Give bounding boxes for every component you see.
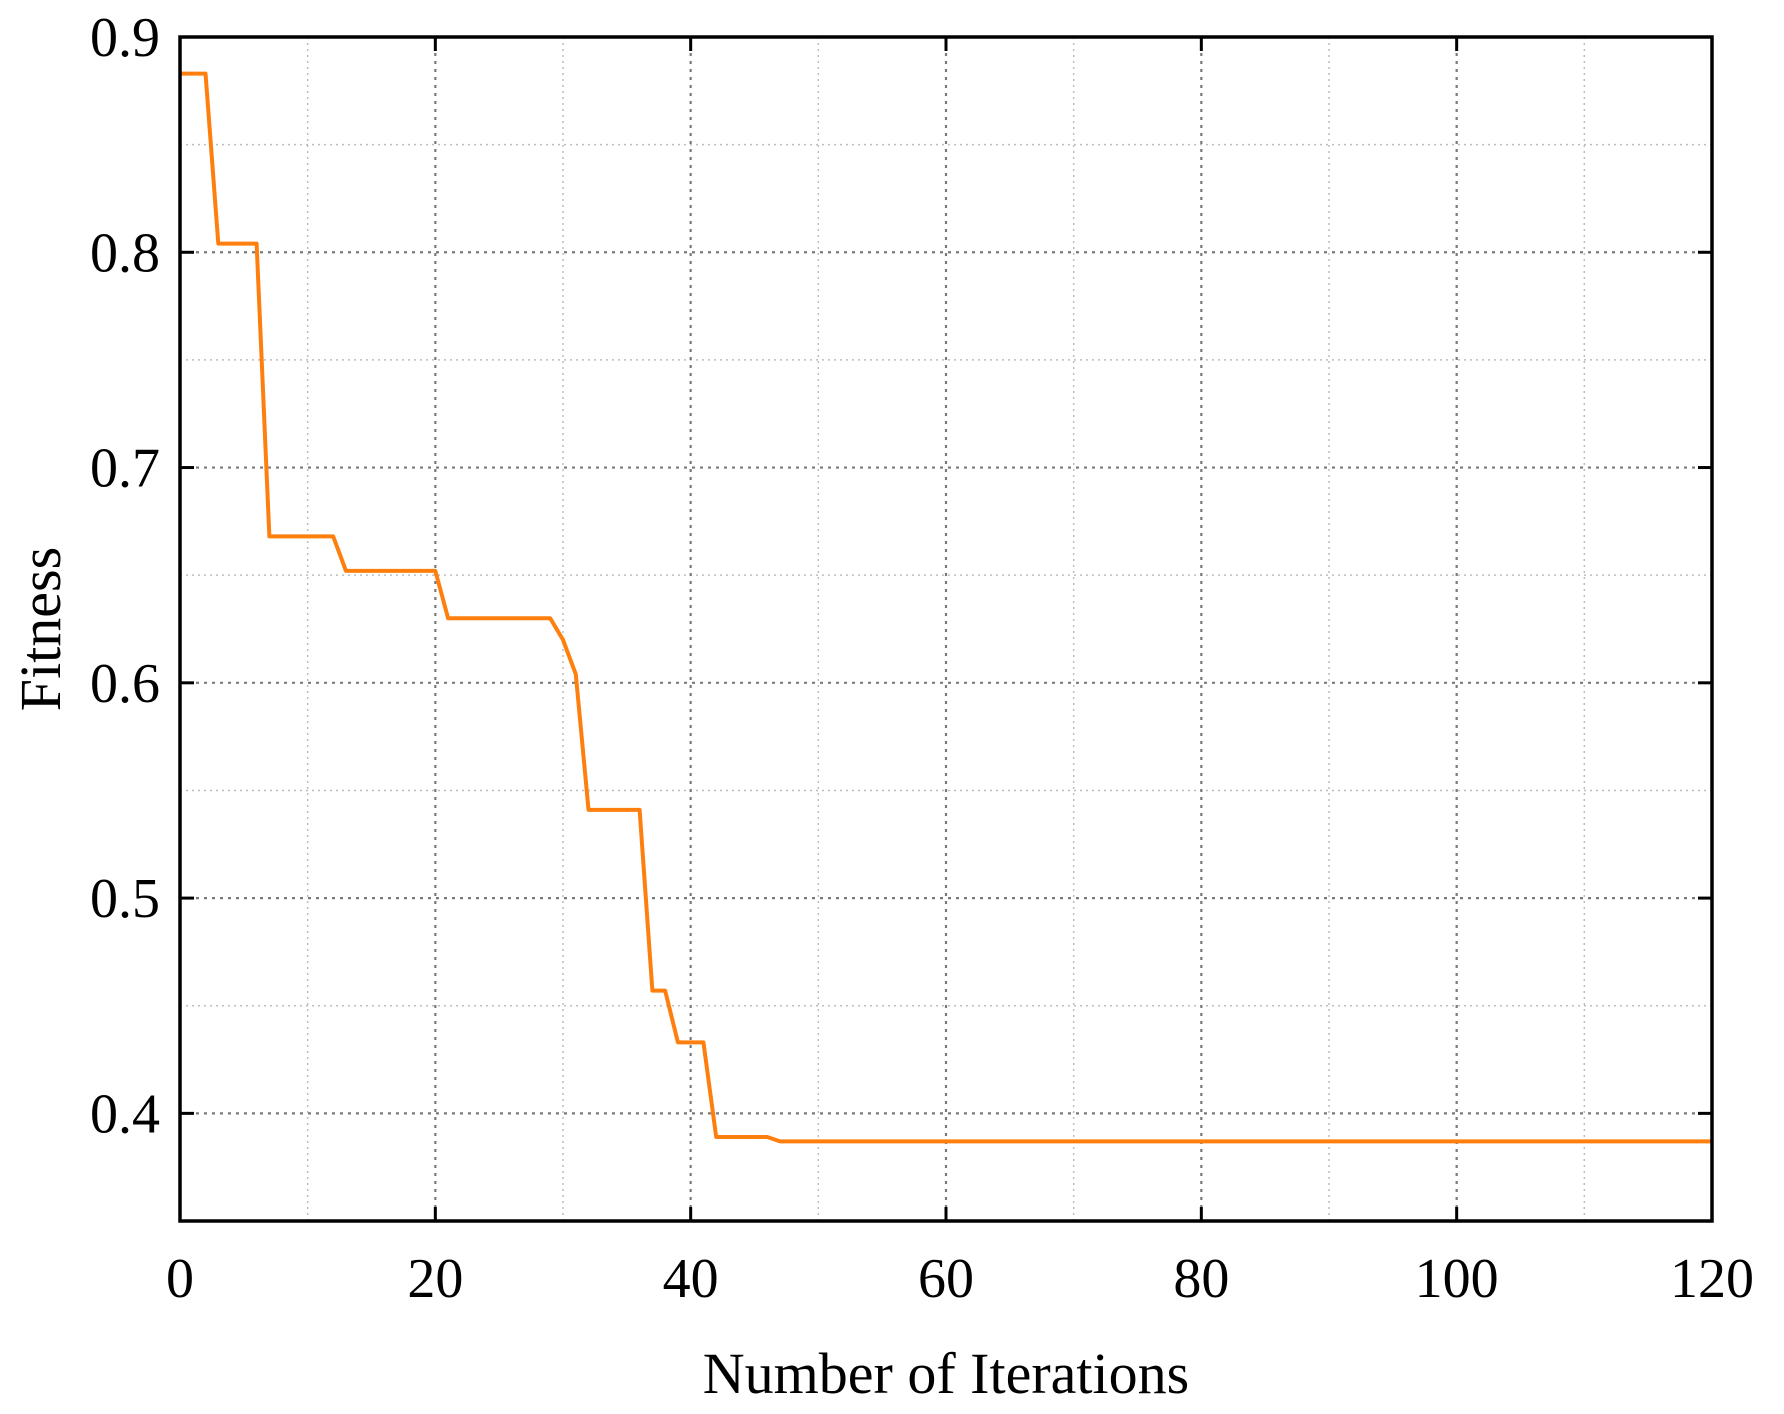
y-tick-labels: 0.4 0.5 0.6 0.7 0.8 0.9 [90, 7, 160, 1145]
y-tick-label: 0.7 [90, 438, 160, 500]
x-tick-label: 100 [1415, 1248, 1499, 1310]
y-tick-label: 0.6 [90, 653, 160, 715]
x-tick-label: 40 [663, 1248, 719, 1310]
y-tick-label: 0.8 [90, 222, 160, 284]
grid-major [180, 37, 1712, 1221]
y-tick-label: 0.5 [90, 868, 160, 930]
x-tick-labels: 0 20 40 60 80 100 120 [166, 1248, 1754, 1310]
y-tick-label: 0.4 [90, 1083, 160, 1145]
x-axis-title: Number of Iterations [703, 1341, 1189, 1406]
x-tick-label: 80 [1173, 1248, 1229, 1310]
series-layer [180, 71, 1712, 1144]
axis-ticks [178, 35, 1714, 1221]
x-tick-label: 20 [407, 1248, 463, 1310]
x-tick-label: 0 [166, 1248, 194, 1310]
series-line-0 [180, 71, 1712, 1144]
x-tick-label: 60 [918, 1248, 974, 1310]
y-tick-label: 0.9 [90, 7, 160, 69]
x-tick-label: 120 [1670, 1248, 1754, 1310]
y-axis-title: Fitness [8, 547, 73, 711]
